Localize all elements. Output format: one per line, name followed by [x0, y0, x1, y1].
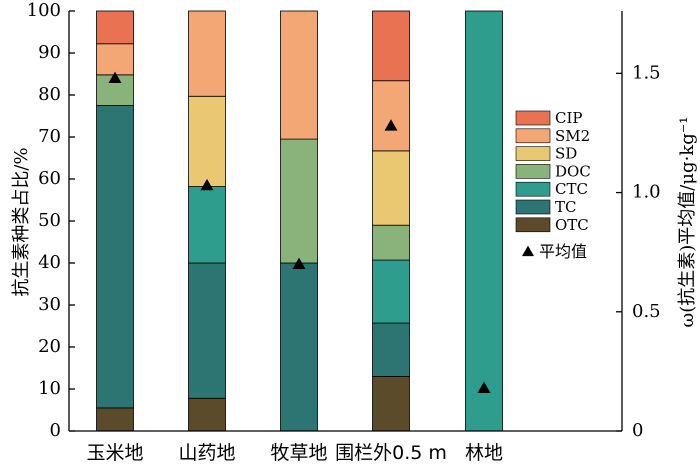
mean-marker — [477, 381, 491, 393]
mean-marker — [292, 257, 306, 269]
y-right-tick-label: 1.0 — [632, 182, 661, 203]
y-left-tick-label: 40 — [38, 252, 61, 273]
x-category-label: 玉米地 — [86, 442, 143, 464]
y-left-tick-label: 90 — [38, 42, 61, 63]
y-left-tick-label: 80 — [38, 84, 61, 105]
y-left-tick-label: 60 — [38, 168, 61, 189]
y-right-tick-label: 0.5 — [632, 301, 661, 322]
bar-segment-sm2 — [372, 80, 410, 152]
x-category-label: 牧草地 — [270, 442, 327, 464]
mean-markers-layer — [108, 71, 491, 393]
legend-mean-triangle-icon — [522, 245, 534, 257]
legend-label: SD — [555, 145, 577, 163]
axes-layer: 0 10 20 30 40 50 60 70 80 90 100 0 0.5 1.0 1.5 玉米地 山药地 牧草… — [27, 0, 661, 464]
bar-segment-tc — [96, 105, 134, 409]
y-left-tick-label: 50 — [38, 210, 61, 231]
y-left-tick-label: 30 — [38, 294, 61, 315]
x-category-label: 围栏外0.5 m — [335, 442, 447, 464]
bar-segment-tc — [372, 322, 410, 377]
bar-segment-sd — [188, 95, 226, 187]
y-left-tick-label: 0 — [50, 420, 61, 441]
bars-layer — [96, 10, 503, 432]
bar-segment-doc — [280, 138, 318, 264]
legend-label: CTC — [555, 180, 588, 198]
bar-segment-sm2 — [280, 10, 318, 140]
legend-swatch-otc — [515, 217, 551, 233]
y-axis-right-label: ω(抗生素)平均值/μg·kg⁻¹ — [677, 117, 698, 328]
bar-segment-otc — [372, 375, 410, 432]
legend-label: OTC — [555, 216, 589, 234]
bar-segment-doc — [372, 224, 410, 261]
bar-segment-cip — [96, 10, 134, 45]
bar-segment-tc — [280, 262, 318, 432]
bar-segment-sm2 — [188, 10, 226, 97]
legend-label: CIP — [555, 109, 583, 127]
legend-mean-label: 平均值 — [539, 242, 587, 261]
y-left-tick-label: 100 — [27, 0, 61, 21]
legend-swatch-sm2 — [515, 128, 551, 144]
bar-segment-ctc — [465, 10, 503, 432]
bar-segment-sm2 — [96, 43, 134, 76]
mean-marker — [384, 119, 398, 131]
y-left-tick-label: 10 — [38, 378, 61, 399]
bar-segment-sd — [372, 150, 410, 226]
legend-label: SM2 — [555, 127, 590, 145]
legend-swatch-sd — [515, 146, 551, 161]
y-left-tick-label: 70 — [38, 126, 61, 147]
mean-marker — [200, 178, 214, 191]
x-category-label: 林地 — [465, 442, 503, 464]
legend-swatch-ctc — [515, 181, 551, 197]
bar-segment-ctc — [188, 186, 226, 264]
legend-label: TC — [555, 198, 576, 216]
y-right-tick-label: 0 — [632, 420, 643, 441]
legend-swatch-cip — [515, 110, 551, 126]
legend-swatch-tc — [515, 199, 551, 215]
mean-marker — [108, 71, 122, 83]
bar-segment-cip — [372, 10, 410, 82]
x-category-label: 山药地 — [178, 442, 235, 464]
legend-label: DOC — [555, 162, 591, 180]
y-left-tick-label: 20 — [38, 336, 61, 357]
bar-segment-otc — [188, 397, 226, 432]
bar-segment-tc — [188, 262, 226, 399]
bar-segment-otc — [96, 407, 134, 432]
y-axis-left-label: 抗生素种类占比/% — [11, 147, 32, 296]
legend-swatch-doc — [515, 164, 551, 179]
bar-segment-ctc — [372, 259, 410, 324]
y-right-tick-label: 1.5 — [632, 62, 661, 83]
